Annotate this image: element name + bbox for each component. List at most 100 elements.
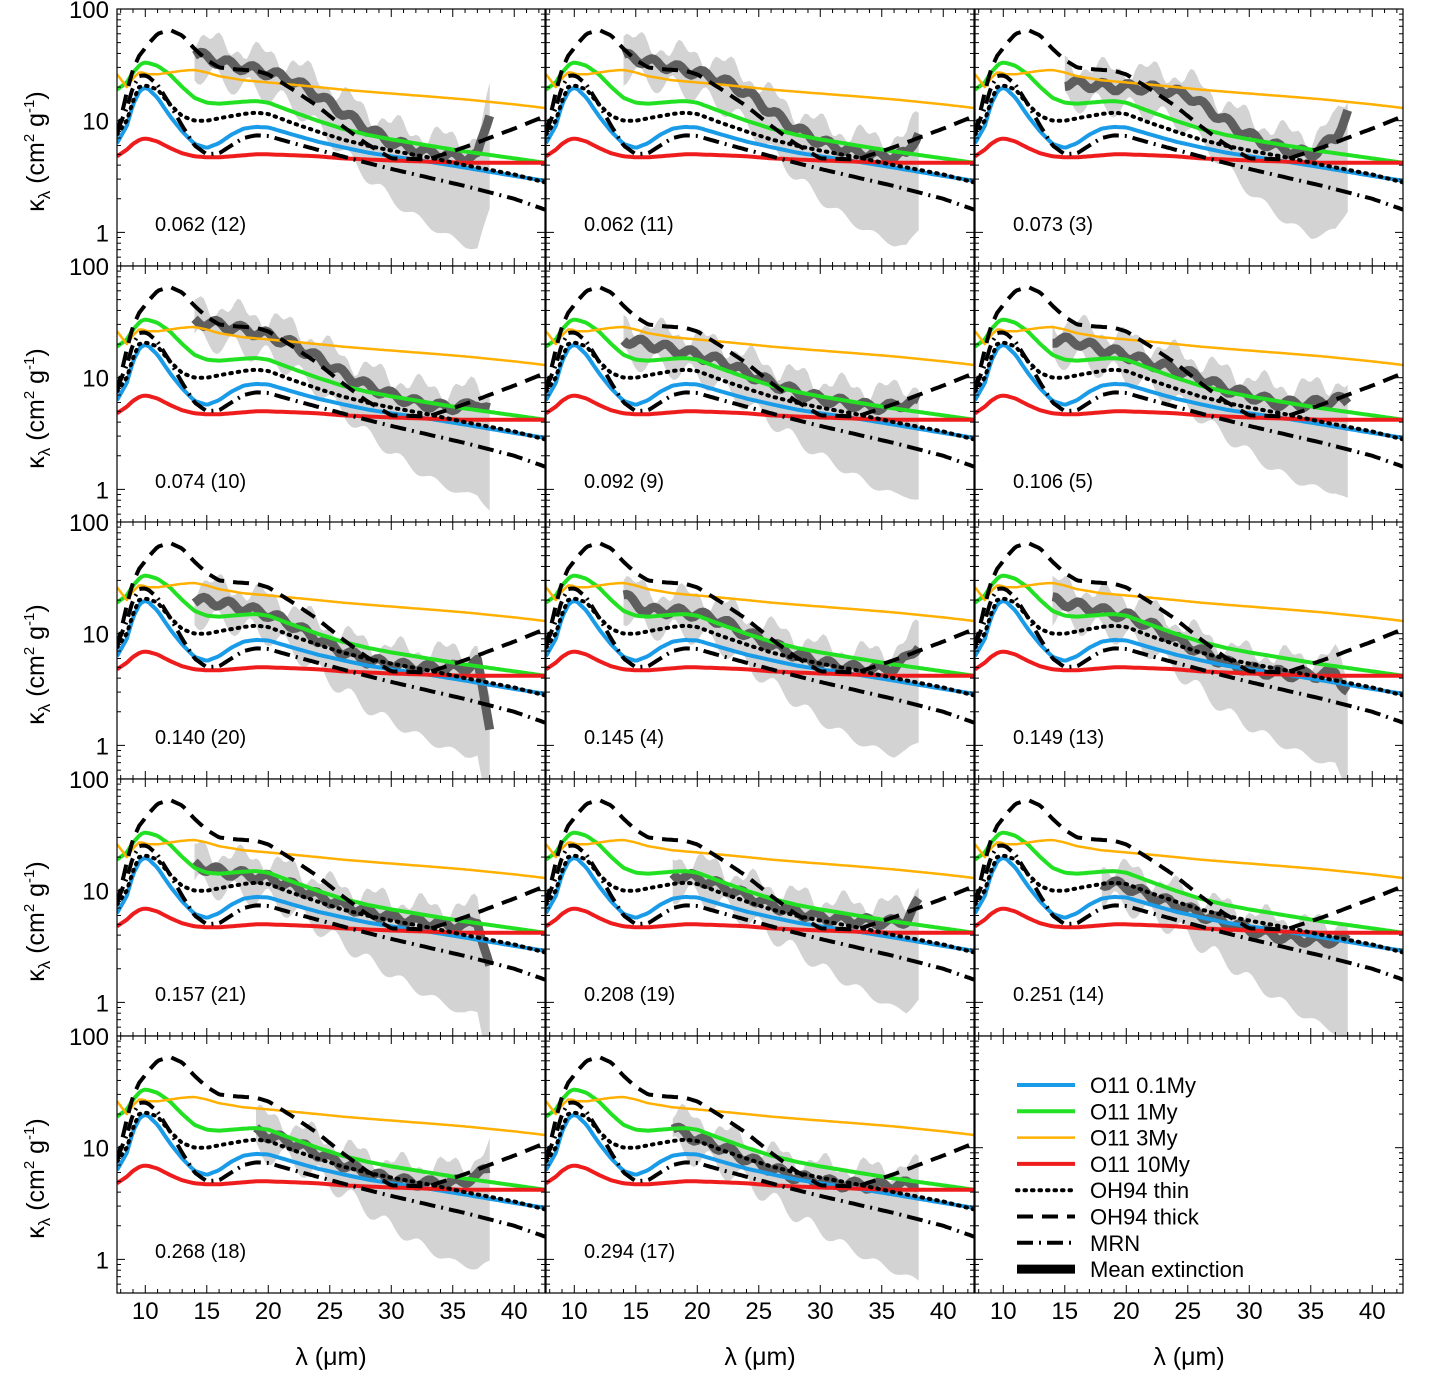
series-o11-3my (546, 838, 974, 880)
panel-label: 0.268 (18) (155, 1241, 246, 1263)
series-o11-3my (117, 68, 545, 110)
panel-label: 0.092 (9) (584, 471, 664, 493)
series-oh94-thin (117, 853, 545, 955)
y-tick-label: 1 (96, 733, 109, 760)
series-oh94-thick (546, 285, 974, 419)
panel-0-062-11: 0.062 (11) (545, 8, 975, 267)
y-axis-label-part: λ (35, 1217, 54, 1226)
x-tick-label: 40 (1359, 1298, 1386, 1325)
y-axis-label-part: 2 (21, 134, 38, 142)
y-axis-label: κλ (cm2 g-1) (21, 91, 54, 211)
plot-area (975, 798, 1403, 1036)
series-oh94-thin (546, 596, 974, 698)
series-o11-3my (975, 838, 1403, 880)
panel-ticks (117, 1035, 545, 1294)
series-oh94-thin (117, 83, 545, 185)
y-axis-label-part: g (22, 113, 50, 134)
x-tick-label: 30 (807, 1298, 834, 1325)
panel-grid: 0.062 (12) 1 10 100 0.062 (11) 0.073 (3) 0.074… (69, 0, 1404, 1325)
series-o11-1my (546, 60, 974, 165)
plot-area (117, 28, 545, 250)
panel-0-268-18: 0.268 (18) 1 10 100 10 15 20 25 30 35 40 (69, 1024, 546, 1325)
panel-0-074-10: 0.074 (10) 1 10 100 (69, 254, 546, 524)
y-axis-label-part: (cm (22, 1169, 50, 1218)
panel-0-073-3: 0.073 (3) (974, 8, 1404, 267)
panel-label: 0.157 (21) (155, 984, 246, 1006)
series-o11-10my (117, 136, 545, 165)
y-tick-labels: 1 10 100 (69, 1024, 109, 1274)
y-axis-label-part: (cm (22, 399, 50, 448)
observed-range-band (623, 576, 919, 758)
y-axis-label-part: κ (22, 969, 50, 982)
y-tick-label: 10 (82, 1136, 109, 1163)
panel-ticks (975, 8, 1403, 267)
panel-label: 0.062 (12) (155, 214, 246, 236)
y-tick-label: 10 (82, 879, 109, 906)
panel-0-251-14: 0.251 (14) (974, 778, 1404, 1037)
series-oh94-thick (975, 798, 1403, 932)
x-tick-label: 20 (255, 1298, 282, 1325)
series-o11-3my (117, 581, 545, 623)
panel-0-145-4: 0.145 (4) (545, 521, 975, 780)
series-oh94-thick (117, 798, 545, 932)
legend-label: MRN (1090, 1231, 1140, 1256)
series-o11-1my (975, 317, 1403, 422)
series-o11-1my (546, 1087, 974, 1192)
y-tick-label: 100 (69, 254, 109, 281)
series-o11-1my (546, 317, 974, 422)
legend-entry-mean-extinction: Mean extinction (1017, 1257, 1244, 1282)
y-tick-label: 100 (69, 0, 109, 24)
x-tick-label: 15 (193, 1298, 220, 1325)
panel-0-208-19: 0.208 (19) (545, 778, 975, 1037)
legend-label: Mean extinction (1090, 1257, 1244, 1282)
y-axis-label-part: -1 (21, 100, 38, 113)
series-o11-1my (975, 60, 1403, 165)
series-oh94-thick (975, 541, 1403, 675)
x-tick-label: 25 (316, 1298, 343, 1325)
y-axis-label-part: -1 (21, 1127, 38, 1140)
series-oh94-thin (975, 83, 1403, 185)
x-tick-label: 15 (622, 1298, 649, 1325)
panel-0-140-20: 0.140 (20) 1 10 100 (69, 510, 546, 780)
x-tick-label: 25 (745, 1298, 772, 1325)
series-oh94-thick (546, 541, 974, 675)
plot-area (975, 285, 1403, 498)
y-axis-label-part: 2 (21, 904, 38, 912)
panel-label: 0.149 (13) (1013, 727, 1104, 749)
panel-label: 0.145 (4) (584, 727, 664, 749)
y-axis-label-part: κ (22, 199, 50, 212)
plot-area (117, 798, 545, 1036)
series-oh94-thick (546, 1055, 974, 1189)
panel-0-106-5: 0.106 (5) (974, 265, 1404, 524)
series-oh94-thick (117, 1055, 545, 1189)
panel-label: 0.208 (19) (584, 984, 675, 1006)
series-o11-1my (546, 573, 974, 678)
series-o11-3my (117, 1095, 545, 1137)
series-oh94-thick (546, 798, 974, 932)
x-tick-label: 10 (990, 1298, 1017, 1325)
series-o11-3my (117, 838, 545, 880)
series-oh94-thick (975, 285, 1403, 419)
x-tick-label: 15 (1051, 1298, 1078, 1325)
legend-entry-mrn: MRN (1017, 1231, 1140, 1256)
panel-0-062-12: 0.062 (12) 1 10 100 (69, 0, 546, 267)
x-tick-label: 30 (378, 1298, 405, 1325)
mean-extinction-line (669, 868, 923, 931)
plot-area (546, 1055, 974, 1281)
y-tick-label: 100 (69, 510, 109, 537)
plot-area (117, 541, 545, 779)
panel-0-157-21: 0.157 (21) 1 10 100 (69, 767, 546, 1037)
panel-ticks (546, 8, 974, 267)
panel-ticks (975, 521, 1403, 780)
x-tick-label: 25 (1174, 1298, 1201, 1325)
x-tick-label: 40 (930, 1298, 957, 1325)
x-tick-label: 20 (1113, 1298, 1140, 1325)
legend-label: O11 3My (1090, 1126, 1178, 1151)
panel-ticks (975, 778, 1403, 1037)
y-axis-label-part: κ (22, 456, 50, 469)
series-oh94-thin (546, 1110, 974, 1212)
y-axis-label-part: (cm (22, 142, 50, 191)
series-o11-10my (546, 906, 974, 935)
